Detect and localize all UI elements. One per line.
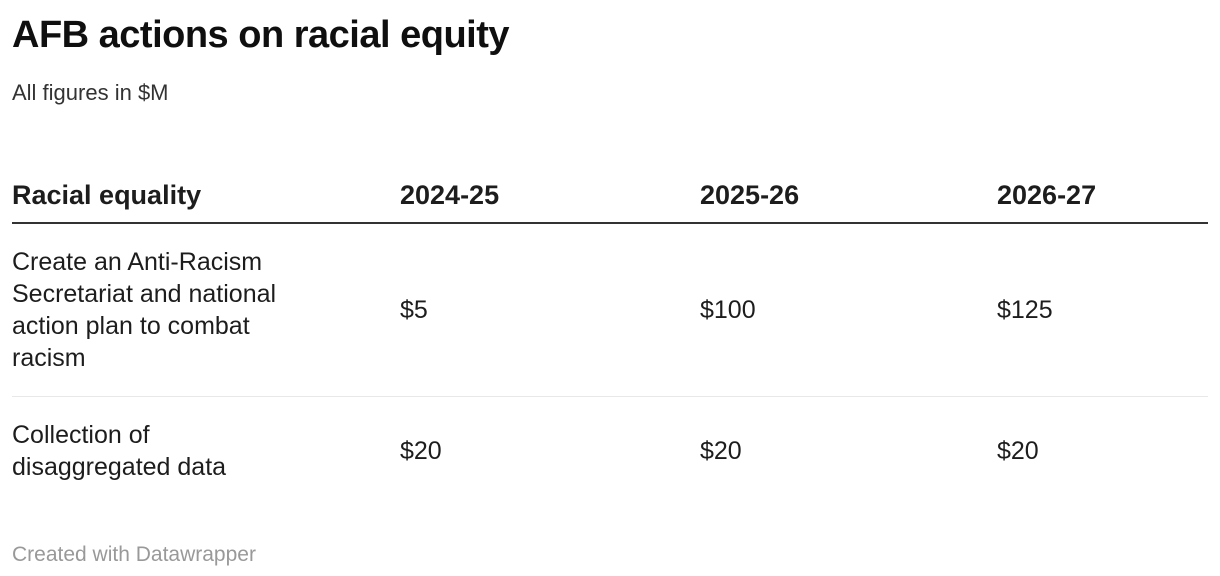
column-header-2025-26: 2025-26 — [700, 158, 997, 224]
table-row: Create an Anti-Racism Secretariat and na… — [12, 223, 1208, 397]
row-label-cell: Collection of disaggregated data — [12, 397, 400, 506]
cell-value: $20 — [997, 437, 1039, 465]
datawrapper-attribution-link[interactable]: Created with Datawrapper — [12, 543, 256, 566]
column-header-racial-equality: Racial equality — [12, 158, 400, 224]
column-header-2024-25: 2024-25 — [400, 158, 700, 224]
cell-value: $100 — [700, 223, 997, 397]
column-header-2026-27: 2026-27 — [997, 158, 1208, 224]
cell-value: $20 — [400, 437, 442, 465]
row-label-cell: Create an Anti-Racism Secretariat and na… — [12, 223, 400, 397]
chart-subtitle: All figures in $M — [12, 80, 169, 105]
cell-value: $125 — [997, 223, 1208, 397]
row-label: Create an Anti-Racism Secretariat and na… — [12, 248, 277, 372]
row-label: Collection of disaggregated data — [12, 421, 227, 481]
cell-value: $20 — [700, 437, 742, 465]
table-row: Collection of disaggregated data $20 $20… — [12, 397, 1208, 506]
data-table: Racial equality 2024-25 2025-26 2026-27 … — [12, 158, 1208, 505]
chart-title: AFB actions on racial equity — [12, 14, 510, 56]
cell-value: $5 — [400, 223, 700, 397]
table-header-row: Racial equality 2024-25 2025-26 2026-27 — [12, 158, 1208, 224]
